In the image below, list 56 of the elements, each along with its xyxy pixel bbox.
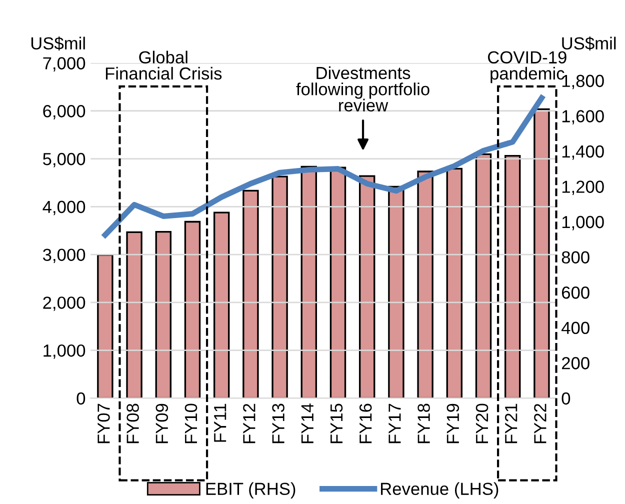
bar [504, 154, 521, 398]
x-tick-label: FY16 [359, 404, 372, 444]
legend-label: Revenue (LHS) [381, 482, 498, 498]
bar [388, 186, 404, 398]
y-tick-label: 1,000 [44, 344, 86, 359]
x-tick-label: FY18 [418, 404, 430, 444]
bar [417, 170, 434, 398]
x-tick-label: FY15 [330, 404, 343, 444]
y-tick-label: 2,000 [43, 296, 86, 311]
x-tick-label: FY21 [504, 404, 518, 444]
x-tick-label: FY11 [214, 404, 226, 442]
bar [184, 220, 201, 398]
y2-tick-label: 1,000 [562, 216, 604, 230]
y2-tick-label: 600 [562, 286, 590, 299]
x-tick-label: FY13 [272, 404, 284, 444]
bar [358, 175, 376, 398]
bar [446, 168, 463, 398]
x-tick-label: FY17 [388, 404, 401, 444]
x-tick-label: FY07 [98, 404, 110, 444]
y2-tick-label: 1,600 [562, 110, 604, 124]
y2-axis-title: US$mil [562, 36, 616, 51]
y-tick-label: 5,000 [43, 152, 86, 168]
y-tick-label: 7,000 [43, 57, 86, 72]
x-tick-label: FY10 [184, 404, 198, 444]
bar [534, 108, 550, 398]
bar [242, 190, 259, 398]
bar [272, 176, 288, 398]
bar [300, 166, 317, 398]
y-tick-label: 4,000 [42, 200, 86, 216]
bar [330, 166, 346, 398]
x-tick-label: FY09 [156, 404, 168, 444]
y-tick-label: 0 [76, 392, 86, 405]
y-tick-label: 3,000 [42, 248, 86, 264]
bar [475, 153, 492, 398]
x-tick-label: FY22 [534, 404, 546, 444]
x-tick-label: FY19 [446, 404, 460, 444]
bar [155, 230, 172, 398]
bar [126, 231, 142, 398]
y2-tick-label: 1,200 [562, 180, 604, 195]
bar [213, 212, 230, 398]
y2-tick-label: 1,400 [562, 145, 604, 160]
x-tick-label: FY12 [243, 404, 256, 444]
bar [97, 254, 114, 398]
annotation: Global Financial Crisis [106, 50, 222, 80]
y2-tick-label: 200 [562, 357, 590, 370]
x-tick-label: FY20 [476, 404, 488, 444]
y-tick-label: 6,000 [43, 105, 86, 120]
y2-tick-label: 400 [562, 322, 590, 334]
x-tick-label: FY14 [301, 404, 314, 444]
y2-tick-label: 800 [562, 251, 590, 264]
y2-tick-label: 1,800 [562, 74, 604, 90]
y-axis-title: US$mil [31, 36, 85, 51]
annotation: Divestments following portfolio review [296, 66, 430, 112]
y2-tick-label: 0 [562, 392, 570, 405]
legend-label: EBIT (RHS) [206, 482, 296, 498]
x-tick-label: FY08 [126, 404, 139, 444]
